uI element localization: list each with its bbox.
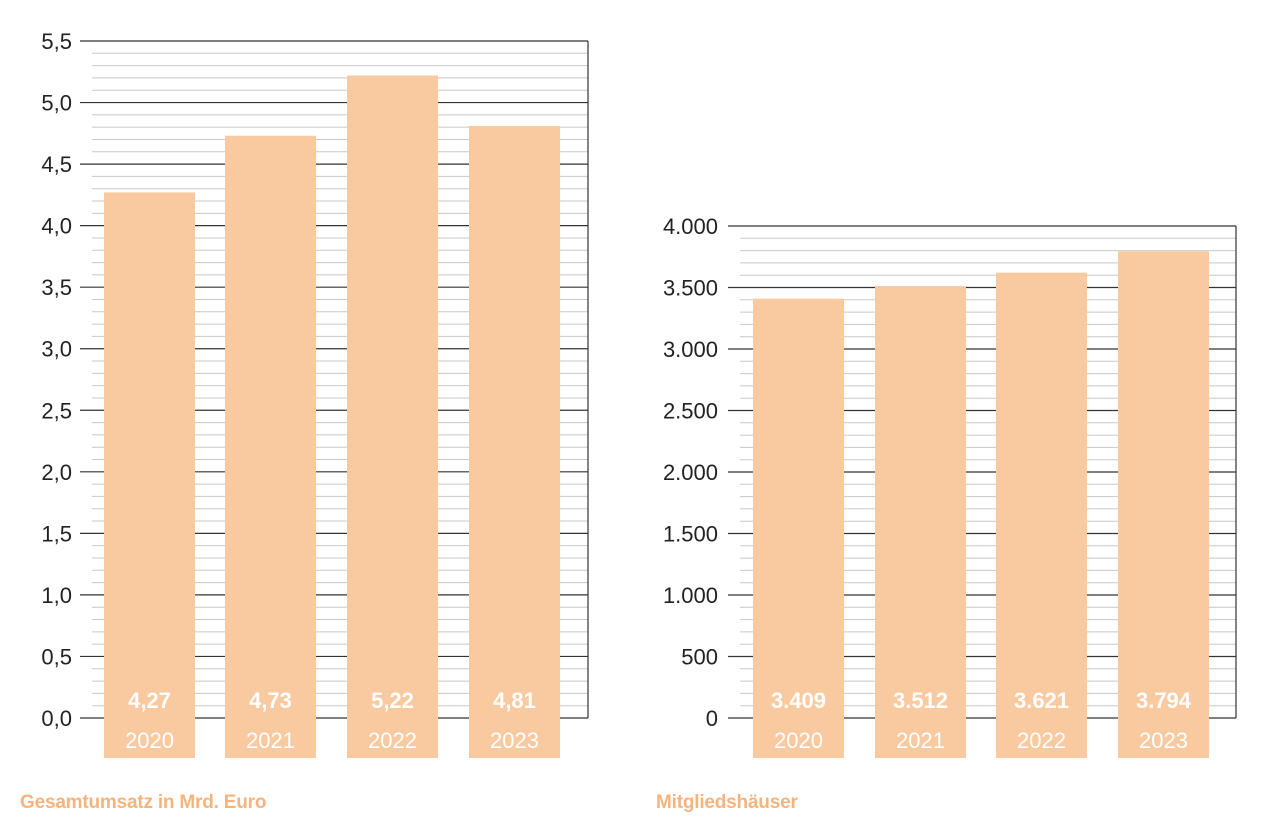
bar-value-label: 4,27 <box>128 688 171 713</box>
y-tick-label: 500 <box>681 645 718 670</box>
y-tick-label: 0 <box>706 706 718 731</box>
x-category-label: 2020 <box>125 728 174 753</box>
y-tick-label: 4,5 <box>41 152 72 177</box>
bar-value-label: 4,73 <box>249 688 292 713</box>
bar-value-label: 5,22 <box>371 688 414 713</box>
y-tick-label: 2.000 <box>663 460 718 485</box>
x-category-label: 2023 <box>490 728 539 753</box>
y-tick-label: 1,5 <box>41 521 72 546</box>
bar <box>469 125 560 758</box>
y-tick-label: 2.500 <box>663 399 718 424</box>
y-tick-label: 5,5 <box>41 29 72 54</box>
y-tick-label: 2,0 <box>41 460 72 485</box>
y-tick-label: 1.500 <box>663 522 718 547</box>
y-tick-label: 3,0 <box>41 337 72 362</box>
bar <box>225 135 316 758</box>
y-tick-label: 3,5 <box>41 275 72 300</box>
x-category-label: 2022 <box>1017 728 1066 753</box>
bar <box>753 298 844 758</box>
bar <box>347 75 438 758</box>
bar-value-label: 4,81 <box>493 688 536 713</box>
bar <box>1118 251 1209 758</box>
bar-value-label: 3.512 <box>893 688 948 713</box>
bar-value-label: 3.409 <box>771 688 826 713</box>
y-tick-label: 4.000 <box>663 214 718 239</box>
bar-value-label: 3.794 <box>1136 688 1192 713</box>
y-tick-label: 5,0 <box>41 91 72 116</box>
y-tick-label: 2,5 <box>41 398 72 423</box>
y-tick-label: 1.000 <box>663 583 718 608</box>
y-tick-label: 0,0 <box>41 706 72 731</box>
member-houses-chart-title: Mitgliedshäuser <box>656 792 798 813</box>
y-tick-label: 3.500 <box>663 276 718 301</box>
revenue-chart: 0,0 0,5 1,0 1,5 2,0 2,5 3,0 3,5 4,0 4,5 5,0 5,5 4,27… <box>41 29 589 758</box>
bar <box>996 272 1087 758</box>
x-category-label: 2021 <box>896 728 945 753</box>
y-tick-label: 0,5 <box>41 644 72 669</box>
bar <box>875 286 966 758</box>
x-category-label: 2020 <box>774 728 823 753</box>
revenue-chart-title: Gesamtumsatz in Mrd. Euro <box>20 792 267 813</box>
bar <box>104 192 195 758</box>
x-category-label: 2021 <box>246 728 295 753</box>
x-category-label: 2022 <box>368 728 417 753</box>
y-tick-label: 3.000 <box>663 337 718 362</box>
y-tick-label: 1,0 <box>41 583 72 608</box>
y-tick-label: 4,0 <box>41 214 72 239</box>
bar-value-label: 3.621 <box>1014 688 1069 713</box>
x-category-label: 2023 <box>1139 728 1188 753</box>
member-houses-chart: 0 500 1.000 1.500 2.000 2.500 3.000 3.500 4.000 3… <box>663 214 1237 758</box>
